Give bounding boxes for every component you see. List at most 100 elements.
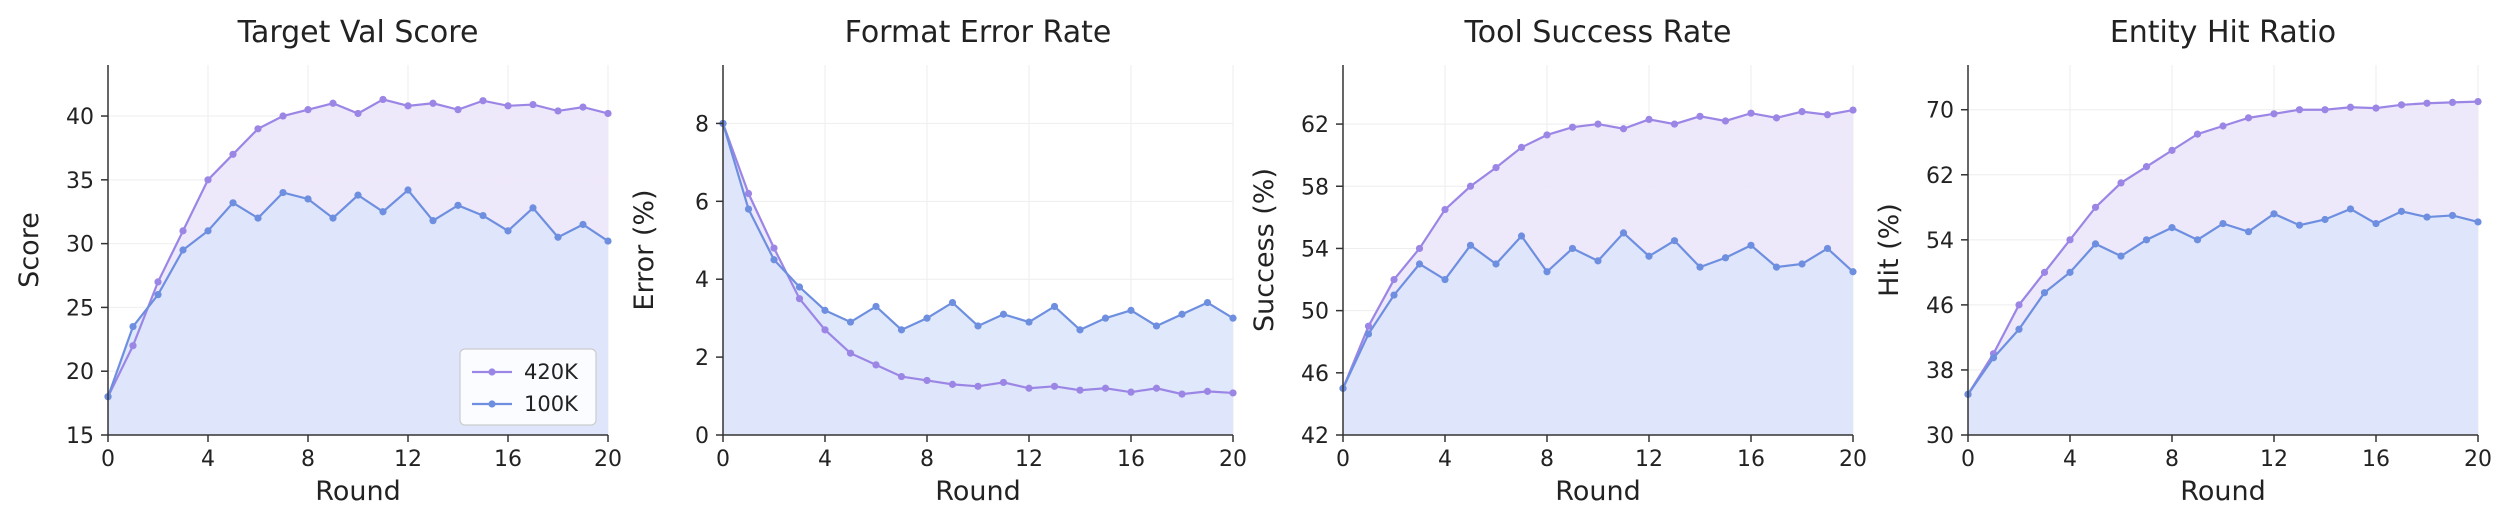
data-point-series-1: [1025, 384, 1033, 392]
data-point-series-2: [2015, 325, 2023, 333]
x-tick-label: 0: [1336, 447, 1350, 472]
data-point-series-1: [1229, 389, 1237, 397]
x-tick-label: 16: [494, 447, 522, 472]
y-tick-label: 20: [66, 360, 94, 385]
y-tick-label: 50: [1301, 300, 1329, 325]
data-point-series-1: [2015, 301, 2023, 309]
data-point-series-1: [2295, 106, 2304, 114]
data-point-series-2: [1152, 322, 1161, 330]
data-point-series-1: [1203, 387, 1212, 395]
x-tick-label: 4: [1438, 447, 1452, 472]
data-point-series-2: [179, 246, 187, 254]
data-point-series-1: [1696, 112, 1704, 120]
y-axis-label: Error (%): [629, 189, 660, 310]
data-point-series-2: [974, 322, 982, 330]
chart-title: Target Val Score: [237, 15, 479, 50]
data-point-series-2: [2040, 289, 2049, 297]
data-point-series-2: [1025, 318, 1033, 326]
data-point-series-2: [1101, 314, 1110, 322]
x-tick-label: 20: [594, 447, 622, 472]
data-point-series-2: [1823, 244, 1832, 253]
data-point-series-2: [529, 204, 537, 212]
data-point-series-2: [2346, 205, 2355, 213]
data-point-series-1: [504, 102, 512, 110]
x-axis-label: Round: [2180, 476, 2265, 507]
data-point-series-1: [554, 107, 562, 115]
data-point-series-2: [504, 227, 512, 235]
legend-marker-series-1: [488, 368, 496, 376]
x-tick-label: 4: [2063, 447, 2077, 472]
area-fill-series-2: [1343, 232, 1853, 435]
data-point-series-2: [948, 298, 957, 307]
x-tick-label: 0: [1961, 447, 1975, 472]
data-point-series-1: [795, 295, 804, 303]
data-point-series-2: [2448, 211, 2457, 220]
data-point-series-1: [2244, 114, 2253, 122]
data-point-series-1: [2066, 236, 2074, 244]
y-tick-label: 4: [695, 268, 709, 293]
data-point-series-1: [2193, 130, 2202, 138]
y-tick-label: 30: [66, 233, 94, 258]
data-point-series-1: [897, 372, 906, 381]
y-tick-label: 8: [695, 112, 709, 137]
data-point-series-2: [454, 201, 462, 209]
data-point-series-2: [1798, 260, 1806, 268]
data-point-series-2: [2193, 236, 2202, 244]
data-point-series-1: [1568, 123, 1577, 131]
data-point-series-2: [846, 318, 855, 326]
data-point-series-2: [1989, 354, 1998, 362]
data-point-series-1: [404, 102, 412, 110]
y-tick-label: 2: [695, 346, 709, 371]
data-point-series-1: [1050, 382, 1059, 390]
data-point-series-2: [795, 283, 804, 291]
x-tick-label: 4: [201, 447, 215, 472]
data-point-series-1: [2091, 203, 2100, 211]
chart-title: Entity Hit Ratio: [2110, 15, 2336, 50]
data-point-series-2: [1568, 244, 1577, 253]
y-axis-label: Score: [14, 212, 45, 288]
data-point-series-2: [2474, 218, 2482, 226]
x-tick-label: 20: [1839, 447, 1867, 472]
data-point-series-1: [846, 349, 855, 357]
data-point-series-1: [1466, 182, 1475, 190]
data-point-series-2: [579, 220, 587, 229]
data-point-series-1: [1594, 120, 1602, 128]
data-point-series-1: [1645, 115, 1653, 124]
x-tick-label: 8: [301, 447, 315, 472]
data-point-series-1: [354, 109, 362, 118]
data-point-series-1: [1543, 131, 1551, 139]
data-point-series-1: [1127, 388, 1135, 396]
legend-marker-series-2: [488, 400, 496, 408]
data-point-series-2: [1849, 268, 1857, 276]
chart-panel-2: 0 2 4 6 8 0 4 8 12 16 20 Format Error Rate Round Erro…: [629, 15, 1247, 507]
data-point-series-2: [2168, 224, 2176, 232]
data-point-series-1: [744, 189, 753, 198]
data-point-series-1: [1517, 143, 1526, 151]
data-point-series-1: [454, 106, 462, 114]
x-tick-label: 20: [2464, 447, 2492, 472]
data-point-series-2: [2142, 236, 2151, 244]
data-point-series-2: [1229, 314, 1237, 322]
data-point-series-1: [1076, 386, 1084, 394]
data-point-series-2: [2270, 210, 2278, 218]
y-tick-label: 35: [66, 169, 94, 194]
data-point-series-1: [579, 103, 587, 111]
x-tick-label: 0: [101, 447, 115, 472]
data-point-series-2: [1203, 298, 1212, 307]
y-tick-label: 46: [1926, 294, 1954, 319]
x-axis-label: Round: [935, 476, 1020, 507]
data-point-series-1: [1441, 205, 1449, 214]
data-point-series-2: [1696, 263, 1704, 271]
data-point-series-1: [154, 278, 162, 286]
data-point-series-2: [1466, 241, 1475, 249]
x-tick-label: 12: [2260, 447, 2288, 472]
data-point-series-2: [744, 205, 753, 213]
y-tick-label: 6: [695, 190, 709, 215]
chart-panel-3: 42 46 50 54 58 62 0 4 8 12 16 20 Tool Success Rate Ro…: [1249, 15, 1867, 507]
data-point-series-2: [304, 195, 312, 203]
data-point-series-1: [254, 125, 262, 133]
data-point-series-2: [2091, 240, 2100, 248]
chart-panel-1: 15 20 25 30 35 40 0 4 8 12 16 20 Target Val Score Rou…: [14, 15, 622, 507]
data-point-series-2: [554, 233, 562, 241]
